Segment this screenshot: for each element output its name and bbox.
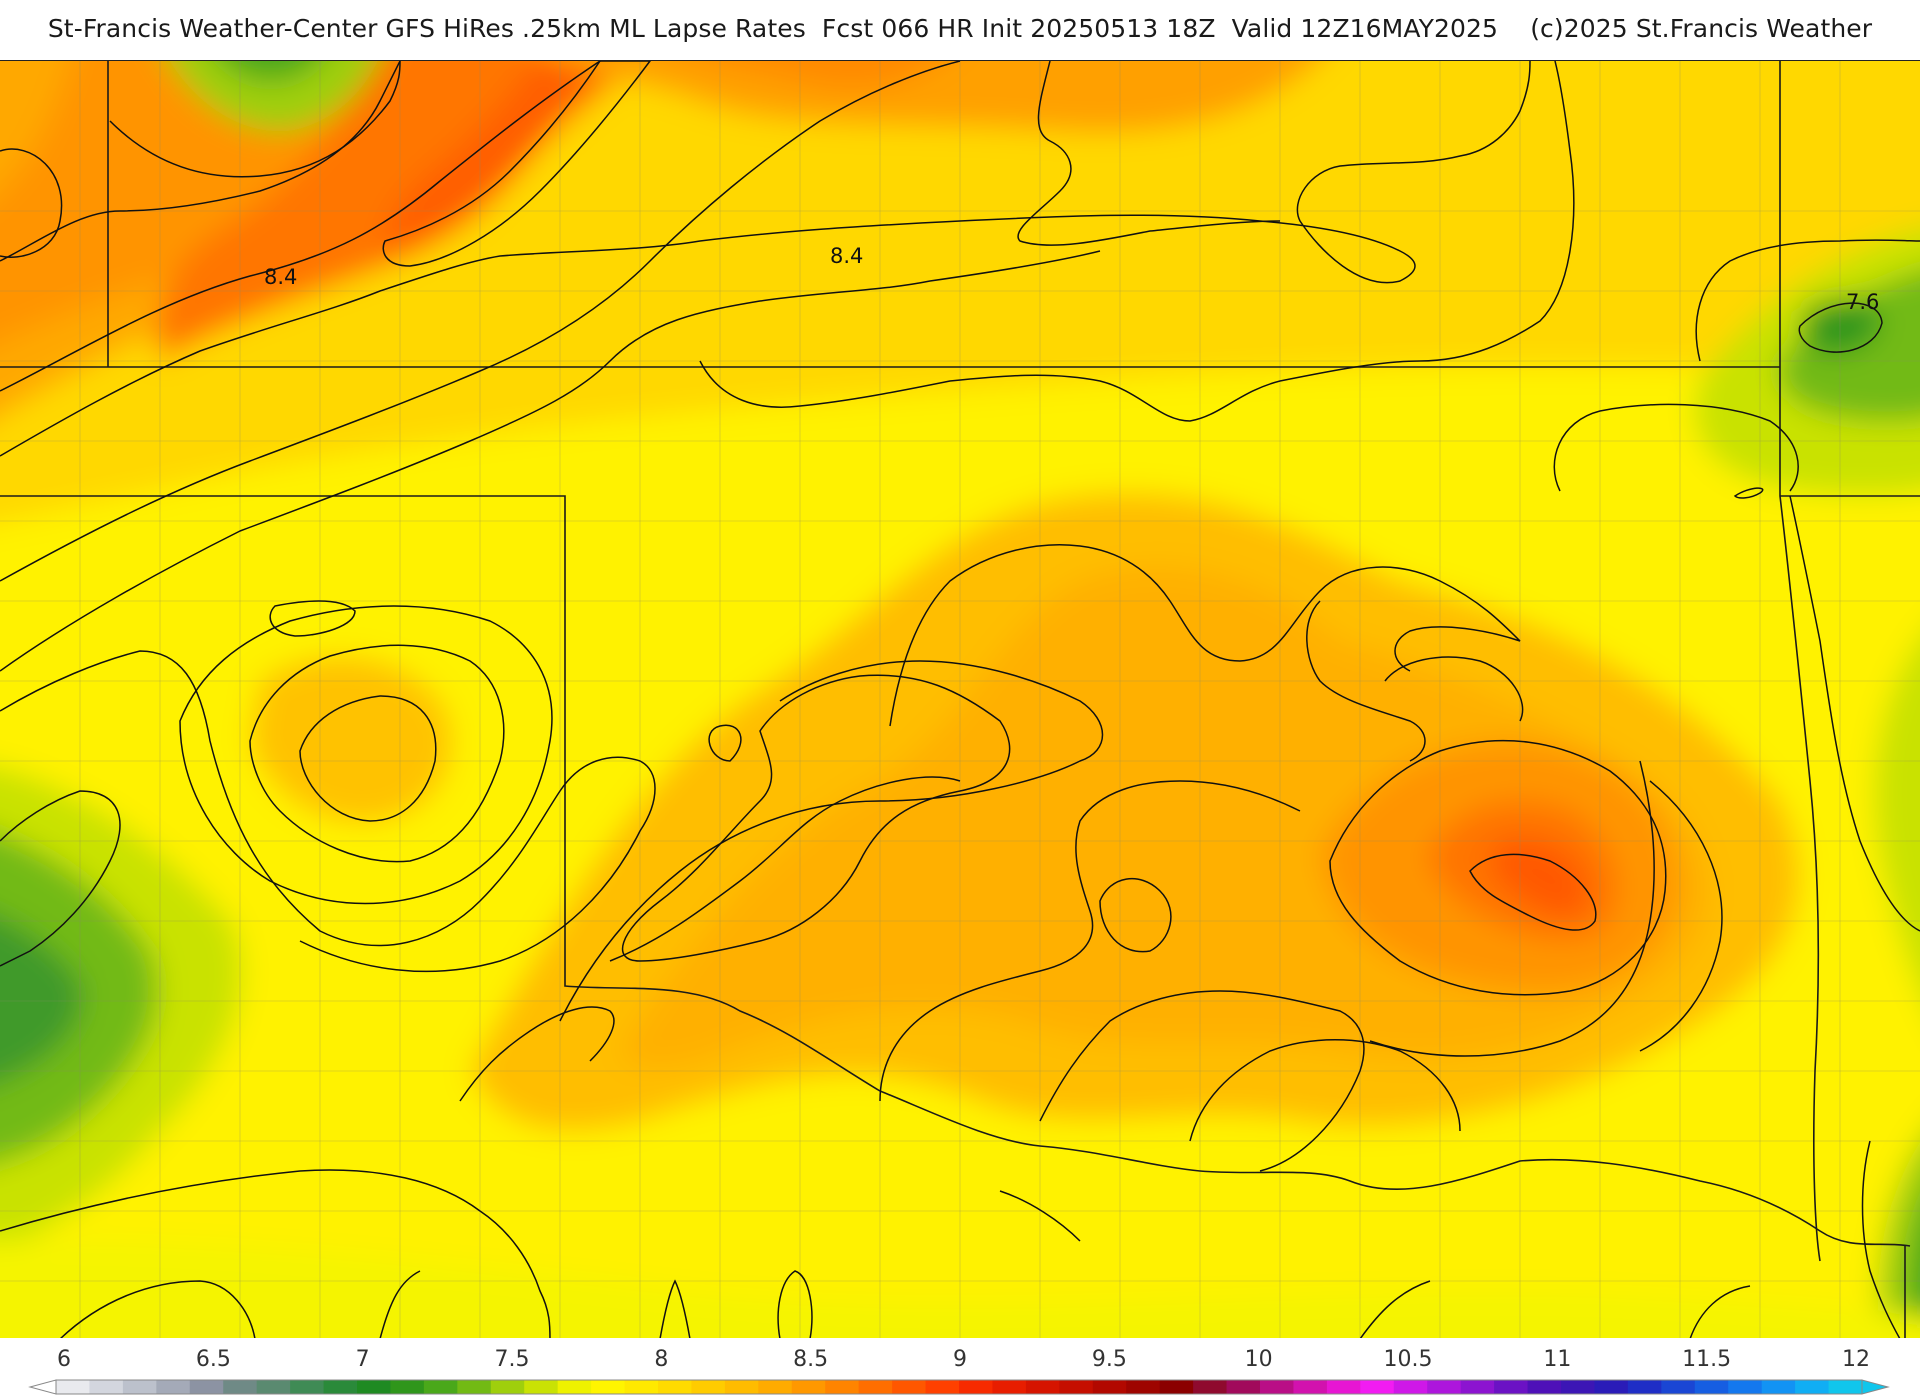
colorbar-swatch bbox=[256, 1380, 291, 1394]
colorbar-tick-label: 12 bbox=[1842, 1347, 1870, 1372]
colorbar-swatch bbox=[89, 1380, 124, 1394]
colorbar-swatch bbox=[357, 1380, 392, 1394]
colorbar-swatch bbox=[1661, 1380, 1696, 1394]
colorbar-swatch bbox=[223, 1380, 258, 1394]
colorbar-tick-label: 9 bbox=[953, 1347, 967, 1372]
colorbar-swatch bbox=[457, 1380, 492, 1394]
contour-labels: 8.4 8.4 7.6 bbox=[264, 244, 1879, 314]
colorbar-swatch bbox=[1427, 1380, 1462, 1394]
colorbar-swatch bbox=[56, 1380, 91, 1394]
colorbar-swatch bbox=[1828, 1380, 1863, 1394]
colorbar-swatch bbox=[1460, 1380, 1495, 1394]
colorbar-swatch bbox=[724, 1380, 759, 1394]
colorbar-swatch bbox=[858, 1380, 893, 1394]
map-panel: 8.4 8.4 7.6 bbox=[0, 60, 1920, 1340]
colorbar-tick-label: 8 bbox=[654, 1347, 668, 1372]
color-scale-legend: 6 6.5 7 7.5 8 8.5 9 9.5 10 10.5 11 11.5 12 bbox=[0, 1338, 1920, 1400]
colorbar-swatch bbox=[1126, 1380, 1161, 1394]
colorbar-swatch bbox=[423, 1380, 458, 1394]
colorbar-tick-label: 11.5 bbox=[1682, 1347, 1731, 1372]
colorbar-swatches bbox=[28, 1379, 1890, 1395]
colorbar-swatch bbox=[959, 1380, 994, 1394]
colorbar-swatch bbox=[658, 1380, 693, 1394]
lapse-rate-map: 8.4 8.4 7.6 bbox=[0, 61, 1920, 1339]
colorbar-swatch bbox=[1159, 1380, 1194, 1394]
colorbar-swatch bbox=[992, 1380, 1027, 1394]
colorbar-swatch bbox=[1293, 1380, 1328, 1394]
colorbar-swatch bbox=[1594, 1380, 1629, 1394]
colorbar-swatch bbox=[1761, 1380, 1796, 1394]
colorbar-swatch bbox=[122, 1380, 157, 1394]
colorbar-swatch bbox=[1326, 1380, 1361, 1394]
contour-lines bbox=[0, 61, 1920, 1339]
title-bar: St-Francis Weather-Center GFS HiRes .25k… bbox=[0, 0, 1920, 60]
colorbar-swatch bbox=[189, 1380, 224, 1394]
colorbar-swatch bbox=[758, 1380, 793, 1394]
county-lines bbox=[0, 61, 1920, 1339]
colorbar-tick-label: 7 bbox=[356, 1347, 370, 1372]
colorbar-min-arrow bbox=[28, 1379, 57, 1395]
colorbar-swatch bbox=[1092, 1380, 1127, 1394]
colorbar-tick-label: 6 bbox=[57, 1347, 71, 1372]
colorbar-swatch bbox=[591, 1380, 626, 1394]
colorbar-swatch bbox=[791, 1380, 826, 1394]
colorbar-tick-label: 8.5 bbox=[793, 1347, 828, 1372]
colorbar-swatch bbox=[1527, 1380, 1562, 1394]
colorbar-tick-label: 10.5 bbox=[1384, 1347, 1433, 1372]
colorbar-swatch bbox=[624, 1380, 659, 1394]
colorbar-tick-label: 10 bbox=[1245, 1347, 1273, 1372]
colorbar-swatch bbox=[390, 1380, 425, 1394]
colorbar-swatch bbox=[892, 1380, 927, 1394]
colorbar-swatch bbox=[691, 1380, 726, 1394]
colorbar-tick-label: 6.5 bbox=[196, 1347, 231, 1372]
colorbar-swatch bbox=[290, 1380, 325, 1394]
page-title: St-Francis Weather-Center GFS HiRes .25k… bbox=[47, 14, 1873, 43]
contour-label: 7.6 bbox=[1846, 290, 1879, 314]
colorbar-swatch bbox=[1226, 1380, 1261, 1394]
colorbar-swatch bbox=[1561, 1380, 1596, 1394]
colorbar-swatch bbox=[557, 1380, 592, 1394]
colorbar-swatch bbox=[825, 1380, 860, 1394]
contour-label: 8.4 bbox=[264, 265, 297, 289]
colorbar-swatch bbox=[1025, 1380, 1060, 1394]
colorbar-swatch bbox=[1393, 1380, 1428, 1394]
contour-label: 8.4 bbox=[830, 244, 863, 268]
colorbar-swatch bbox=[1694, 1380, 1729, 1394]
colorbar-swatch bbox=[156, 1380, 191, 1394]
colorbar-swatch bbox=[1360, 1380, 1395, 1394]
state-borders bbox=[0, 61, 1920, 1339]
colorbar-swatch bbox=[323, 1380, 358, 1394]
colorbar-swatch bbox=[925, 1380, 960, 1394]
colorbar-swatch bbox=[1193, 1380, 1228, 1394]
colorbar-swatch bbox=[1627, 1380, 1662, 1394]
colorbar-tick-label: 11 bbox=[1543, 1347, 1571, 1372]
colorbar-swatch bbox=[1494, 1380, 1529, 1394]
colorbar-swatch bbox=[1728, 1380, 1763, 1394]
colorbar-max-arrow bbox=[1861, 1379, 1890, 1395]
colorbar-tick-label: 9.5 bbox=[1092, 1347, 1127, 1372]
colorbar-swatch bbox=[1260, 1380, 1295, 1394]
colorbar-tick-labels: 6 6.5 7 7.5 8 8.5 9 9.5 10 10.5 11 11.5 12 bbox=[57, 1347, 1870, 1372]
colorbar-swatch bbox=[490, 1380, 525, 1394]
colorbar-swatch bbox=[524, 1380, 559, 1394]
colorbar-swatch bbox=[1059, 1380, 1094, 1394]
colorbar-tick-label: 7.5 bbox=[495, 1347, 530, 1372]
colorbar-swatch bbox=[1795, 1380, 1830, 1394]
